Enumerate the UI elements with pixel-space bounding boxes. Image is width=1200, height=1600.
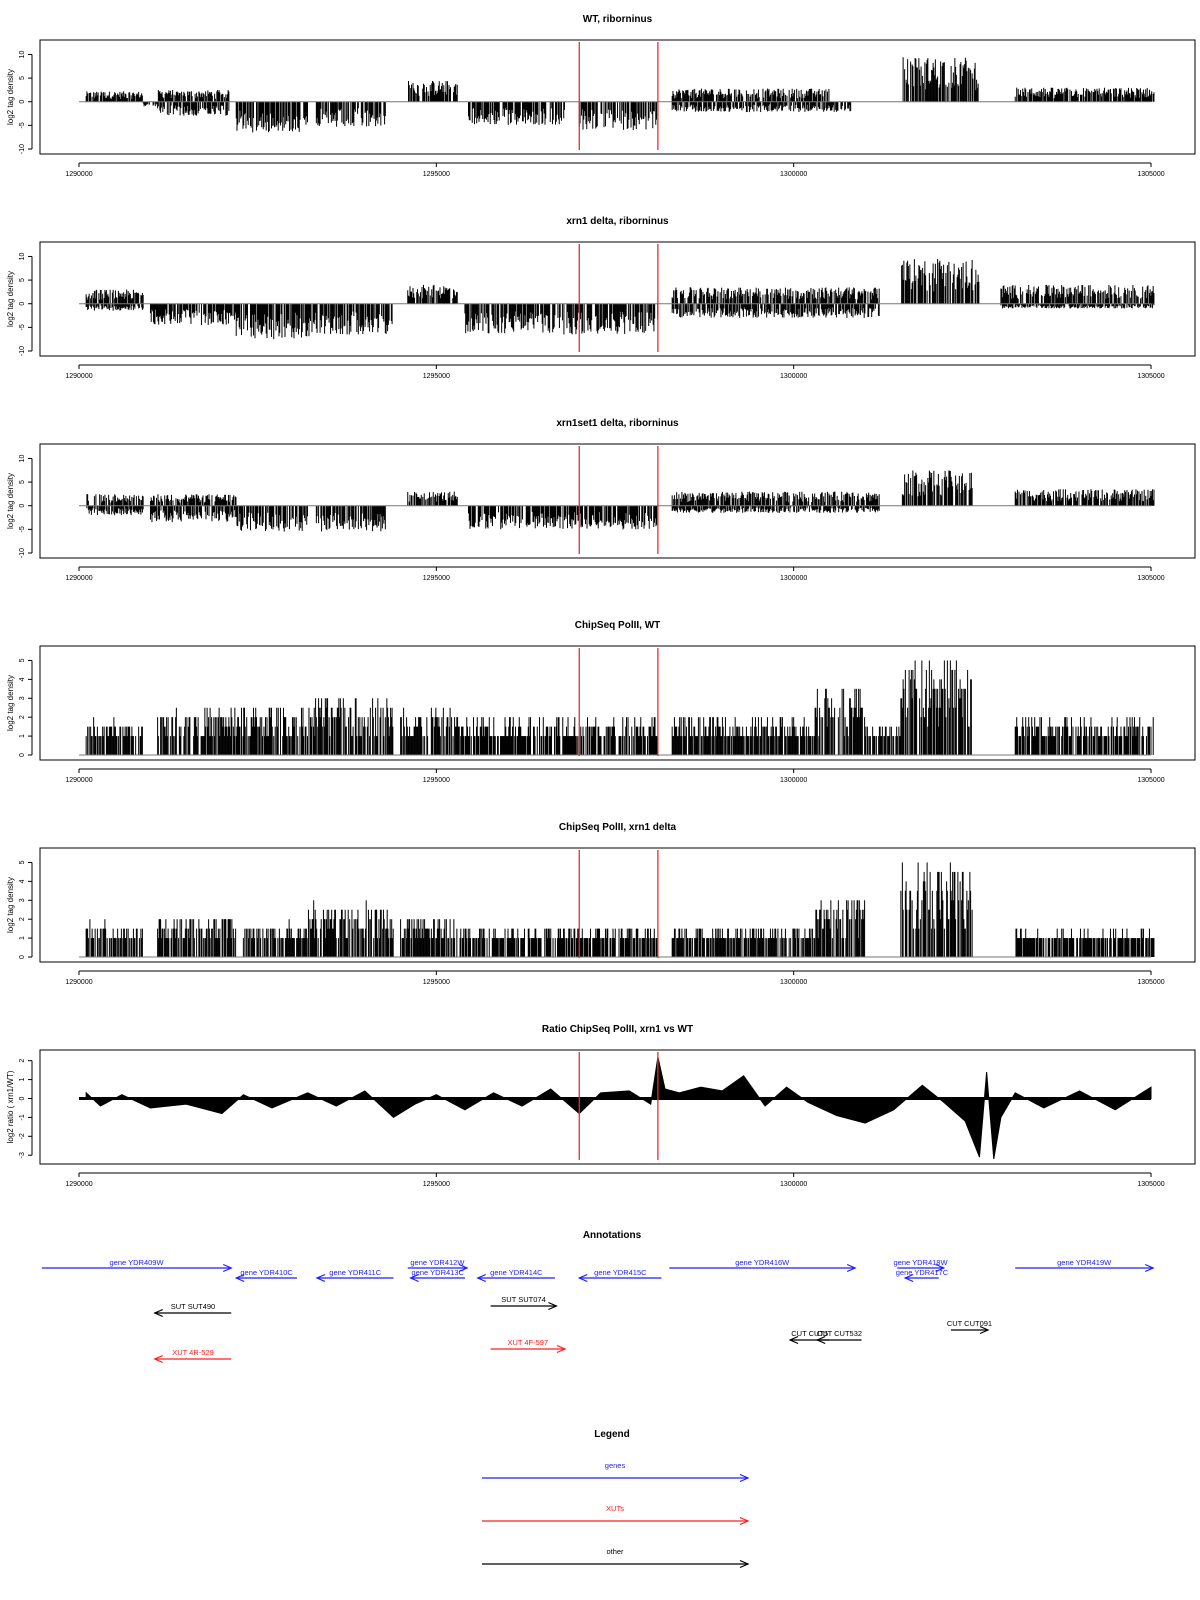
- y-tick-label: 5: [19, 278, 26, 282]
- panel-title: ChipSeq PolII, xrn1 delta: [559, 822, 677, 833]
- data-marks: [79, 660, 1154, 756]
- y-tick-label: -5: [19, 324, 26, 330]
- y-tick-label: -10: [19, 346, 26, 356]
- y-axis-label: log2 tag density: [6, 69, 15, 125]
- y-axis-label: log2 tag density: [6, 675, 15, 731]
- y-axis: 0 1 2 3 4 5: [19, 658, 33, 757]
- track-panel-4: ChipSeq PolII, WT log2 tag density 0 1 2 3 4 5 1…: [6, 620, 1196, 784]
- panel-title: WT, riborninus: [583, 14, 653, 25]
- x-tick-label: 1290000: [65, 777, 92, 784]
- y-tick-label: 0: [19, 302, 26, 306]
- x-tick-label: 1290000: [65, 373, 92, 380]
- y-tick-label: 1: [19, 734, 26, 738]
- x-tick-label: 1305000: [1137, 373, 1164, 380]
- y-tick-label: 4: [19, 677, 26, 681]
- y-tick-label: 5: [19, 480, 26, 484]
- data-marks: [79, 259, 1155, 340]
- y-tick-label: 0: [19, 753, 26, 757]
- y-tick-label: 10: [19, 252, 26, 260]
- y-tick-label: 10: [19, 454, 26, 462]
- track-panel-3: xrn1set1 delta, riborninus log2 tag densi…: [6, 418, 1196, 582]
- y-tick-label: 3: [19, 696, 26, 700]
- y-tick-label: 10: [19, 50, 26, 58]
- x-tick-label: 1300000: [780, 575, 807, 582]
- y-tick-label: -10: [19, 548, 26, 558]
- y-tick-label: 5: [19, 658, 26, 662]
- y-axis-label: log2 tag density: [6, 473, 15, 529]
- x-axis: 1290000 1295000 1300000 1305000: [65, 768, 1165, 784]
- x-tick-label: 1295000: [423, 171, 450, 178]
- y-tick-label: -10: [19, 144, 26, 154]
- data-marks: [79, 470, 1155, 532]
- x-tick-label: 1295000: [423, 777, 450, 784]
- plot-frame: [39, 645, 1196, 761]
- x-axis: 1290000 1295000 1300000 1305000: [65, 364, 1165, 380]
- y-tick-label: 2: [19, 715, 26, 719]
- y-axis-label: log2 tag density: [6, 877, 15, 933]
- y-tick-label: 0: [19, 100, 26, 104]
- track-panel-1: WT, riborninus log2 tag density -10 -5 0 5 10 1…: [6, 14, 1196, 178]
- x-tick-label: 1305000: [1137, 171, 1164, 178]
- y-axis: -10 -5 0 5 10: [19, 252, 33, 356]
- y-tick-label: -5: [19, 122, 26, 128]
- plot-frame: [39, 443, 1196, 559]
- y-axis: -10 -5 0 5 10: [19, 454, 33, 558]
- x-tick-label: 1300000: [780, 171, 807, 178]
- data-marks: [79, 862, 1155, 958]
- x-axis: 1290000 1295000 1300000 1305000: [65, 566, 1165, 582]
- panel-title: ChipSeq PolII, WT: [575, 620, 661, 631]
- x-tick-label: 1295000: [423, 373, 450, 380]
- track-panel-5: ChipSeq PolII, xrn1 delta log2 tag densit…: [6, 822, 1196, 986]
- y-axis: -10 -5 0 5 10: [19, 50, 33, 154]
- x-tick-label: 1290000: [65, 575, 92, 582]
- y-tick-label: 0: [19, 504, 26, 508]
- x-tick-label: 1300000: [780, 373, 807, 380]
- x-tick-label: 1305000: [1137, 777, 1164, 784]
- x-tick-label: 1300000: [780, 777, 807, 784]
- y-tick-label: -5: [19, 526, 26, 532]
- track-panel-2: xrn1 delta, riborninus log2 tag density -1…: [6, 216, 1196, 380]
- y-tick-label: 5: [19, 76, 26, 80]
- x-tick-label: 1290000: [65, 171, 92, 178]
- panel-title: xrn1set1 delta, riborninus: [556, 418, 679, 429]
- x-tick-label: 1295000: [423, 575, 450, 582]
- x-axis: 1290000 1295000 1300000 1305000: [65, 162, 1165, 178]
- panel-title: xrn1 delta, riborninus: [566, 216, 669, 227]
- plot-frame: [39, 39, 1196, 155]
- x-tick-label: 1305000: [1137, 575, 1164, 582]
- data-marks: [79, 57, 1155, 133]
- plot-frame: [39, 241, 1196, 357]
- y-axis-label: log2 tag density: [6, 271, 15, 327]
